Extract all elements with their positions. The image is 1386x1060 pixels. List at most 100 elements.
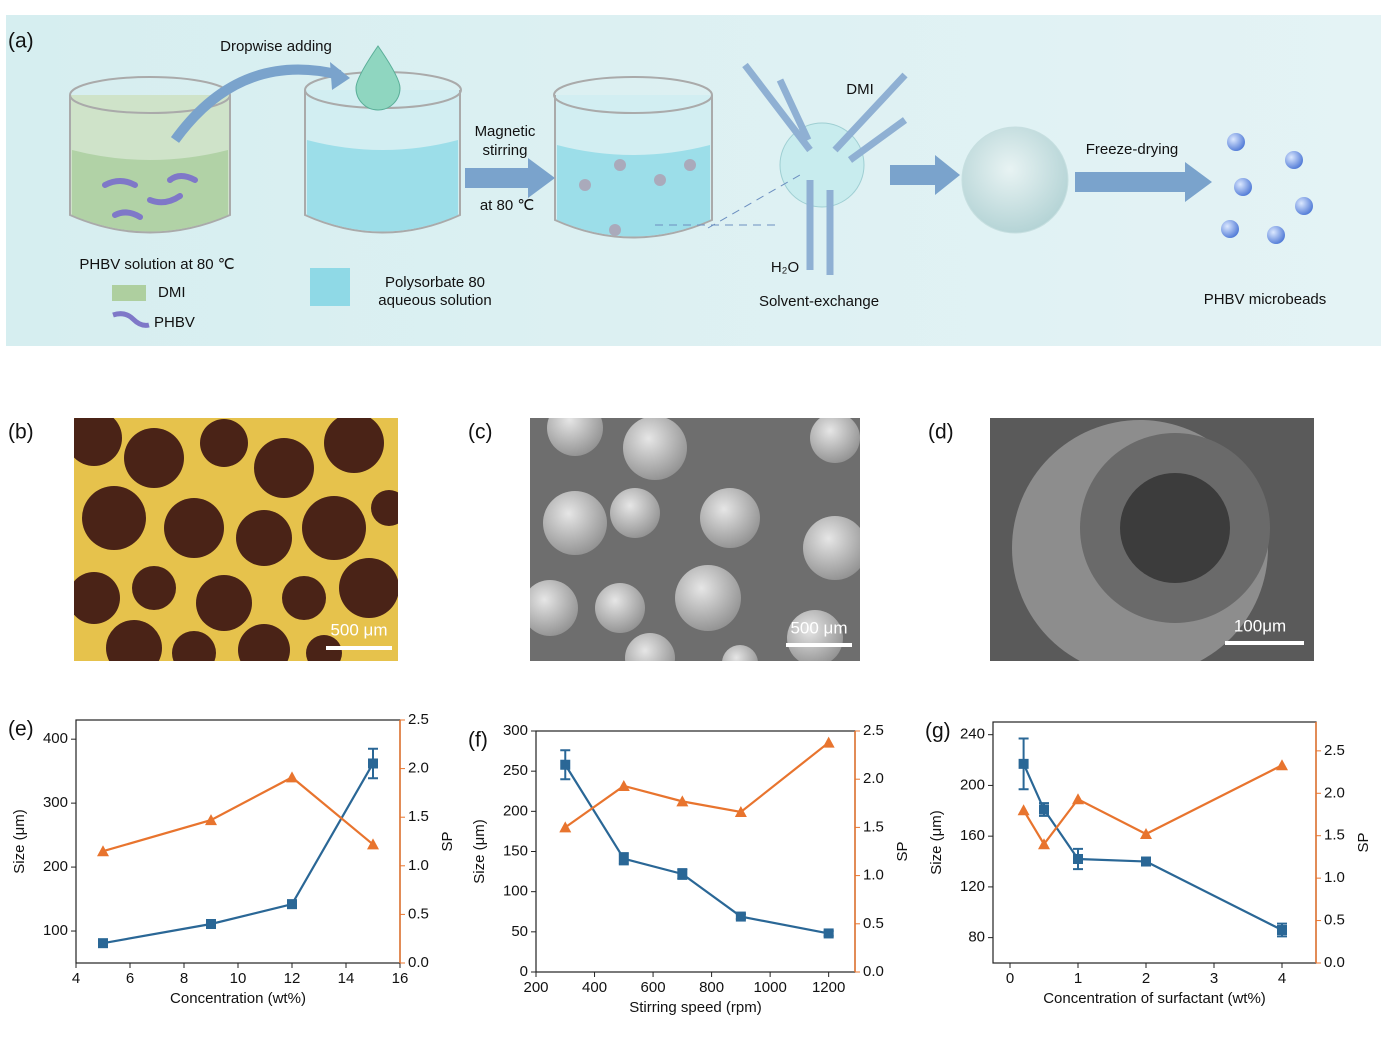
y-tick-label: 120 — [960, 878, 985, 895]
y-tick-label: 300 — [503, 722, 528, 739]
x-tick-label: 8 — [180, 970, 188, 987]
y-axis-label: Size (μm) — [11, 809, 28, 873]
y2-tick-label: 2.5 — [863, 722, 884, 739]
legend-text: DMI — [158, 284, 186, 301]
scale-bar-label: 500 μm — [330, 620, 387, 639]
x-tick-label: 0 — [1006, 970, 1014, 987]
panel-label: (c) — [468, 421, 493, 444]
marker — [206, 918, 216, 929]
x-tick-label: 14 — [338, 970, 355, 987]
y2-tick-label: 1.0 — [408, 857, 429, 874]
annotation: Solvent-exchange — [759, 293, 879, 310]
panel-label: (e) — [8, 718, 34, 741]
y2-tick-label: 0.0 — [1324, 954, 1345, 971]
x-axis-label: Concentration of surfactant (wt%) — [1043, 990, 1266, 1007]
legend-text: aqueous solution — [378, 292, 491, 309]
x-axis-label: Stirring speed (rpm) — [629, 999, 762, 1016]
x-tick-label: 2 — [1142, 970, 1150, 987]
marker — [286, 771, 298, 783]
series-line — [1022, 764, 1283, 847]
y2-tick-label: 0.5 — [1324, 912, 1345, 929]
micrograph — [990, 418, 1314, 661]
y-tick-label: 200 — [43, 858, 68, 875]
panel-label: (a) — [8, 30, 34, 53]
microbead — [961, 126, 1069, 234]
x-tick-label: 4 — [1278, 970, 1286, 987]
marker — [1141, 856, 1151, 867]
marker — [1073, 853, 1083, 864]
dashed-line — [655, 174, 801, 229]
marker — [734, 805, 747, 817]
legend-swatch — [112, 311, 150, 328]
marker — [1038, 838, 1050, 850]
x-tick-label: 800 — [699, 979, 724, 996]
marker — [617, 779, 630, 791]
legend-text: PHBV — [154, 314, 195, 331]
beaker — [553, 76, 713, 239]
marker — [1039, 804, 1049, 815]
x-tick-label: 16 — [392, 970, 409, 987]
y-tick-label: 50 — [511, 923, 528, 940]
micrograph — [530, 418, 860, 661]
y-axis-label: Size (μm) — [471, 819, 488, 883]
y-tick-label: 100 — [43, 922, 68, 939]
y-tick-label: 200 — [503, 802, 528, 819]
marker — [822, 736, 835, 748]
arrow — [890, 155, 960, 195]
y2-tick-label: 2.0 — [863, 770, 884, 787]
annotation: Freeze-drying — [1086, 141, 1179, 158]
x-tick-label: 400 — [582, 979, 607, 996]
x-tick-label: 4 — [72, 970, 80, 987]
y2-tick-label: 1.5 — [408, 808, 429, 825]
y2-tick-label: 2.5 — [1324, 742, 1345, 759]
plot-frame — [535, 730, 856, 973]
marker — [98, 938, 108, 949]
panel-label: (g) — [925, 720, 951, 743]
y2-tick-label: 0.0 — [863, 963, 884, 980]
marker — [1140, 828, 1152, 840]
y-tick-label: 300 — [43, 794, 68, 811]
y-tick-label: 250 — [503, 762, 528, 779]
panel-label: (d) — [928, 421, 954, 444]
plot-frame — [75, 719, 401, 964]
x-tick-label: 6 — [126, 970, 134, 987]
marker — [559, 821, 572, 833]
x-axis-label: Concentration (wt%) — [170, 990, 306, 1007]
marker — [677, 868, 688, 879]
y-tick-label: 200 — [960, 776, 985, 793]
marker — [823, 928, 834, 939]
annotation: PHBV solution at 80 ℃ — [79, 256, 234, 273]
annotation: DMI — [846, 81, 874, 98]
series-line — [564, 764, 829, 935]
marker — [368, 758, 378, 769]
panel-label: (f) — [468, 729, 488, 752]
legend-text: Polysorbate 80 — [385, 274, 485, 291]
scale-bar-label: 500 μm — [790, 618, 847, 637]
x-tick-label: 1200 — [812, 979, 845, 996]
annotation: Dropwise adding — [220, 38, 332, 55]
micrograph — [74, 418, 398, 661]
arrows — [742, 62, 908, 275]
annotation: stirring — [482, 142, 527, 159]
y2-tick-label: 1.5 — [863, 818, 884, 835]
beads — [1221, 133, 1313, 244]
marker — [676, 795, 689, 807]
y2-axis-label: SP — [894, 841, 911, 861]
annotation: H₂O — [771, 259, 799, 276]
panel-label: (b) — [8, 421, 34, 444]
y2-tick-label: 0.5 — [863, 915, 884, 932]
y-tick-label: 160 — [960, 827, 985, 844]
y2-tick-label: 2.0 — [1324, 784, 1345, 801]
marker — [1018, 758, 1029, 769]
x-tick-label: 200 — [523, 979, 548, 996]
marker — [367, 838, 379, 850]
marker — [205, 814, 217, 826]
marker — [97, 845, 109, 857]
series-line — [102, 762, 374, 945]
y2-tick-label: 2.5 — [408, 711, 429, 728]
marker — [1072, 793, 1084, 805]
y-tick-label: 400 — [43, 730, 68, 747]
marker — [618, 853, 629, 864]
annotation: Magnetic — [475, 123, 536, 140]
